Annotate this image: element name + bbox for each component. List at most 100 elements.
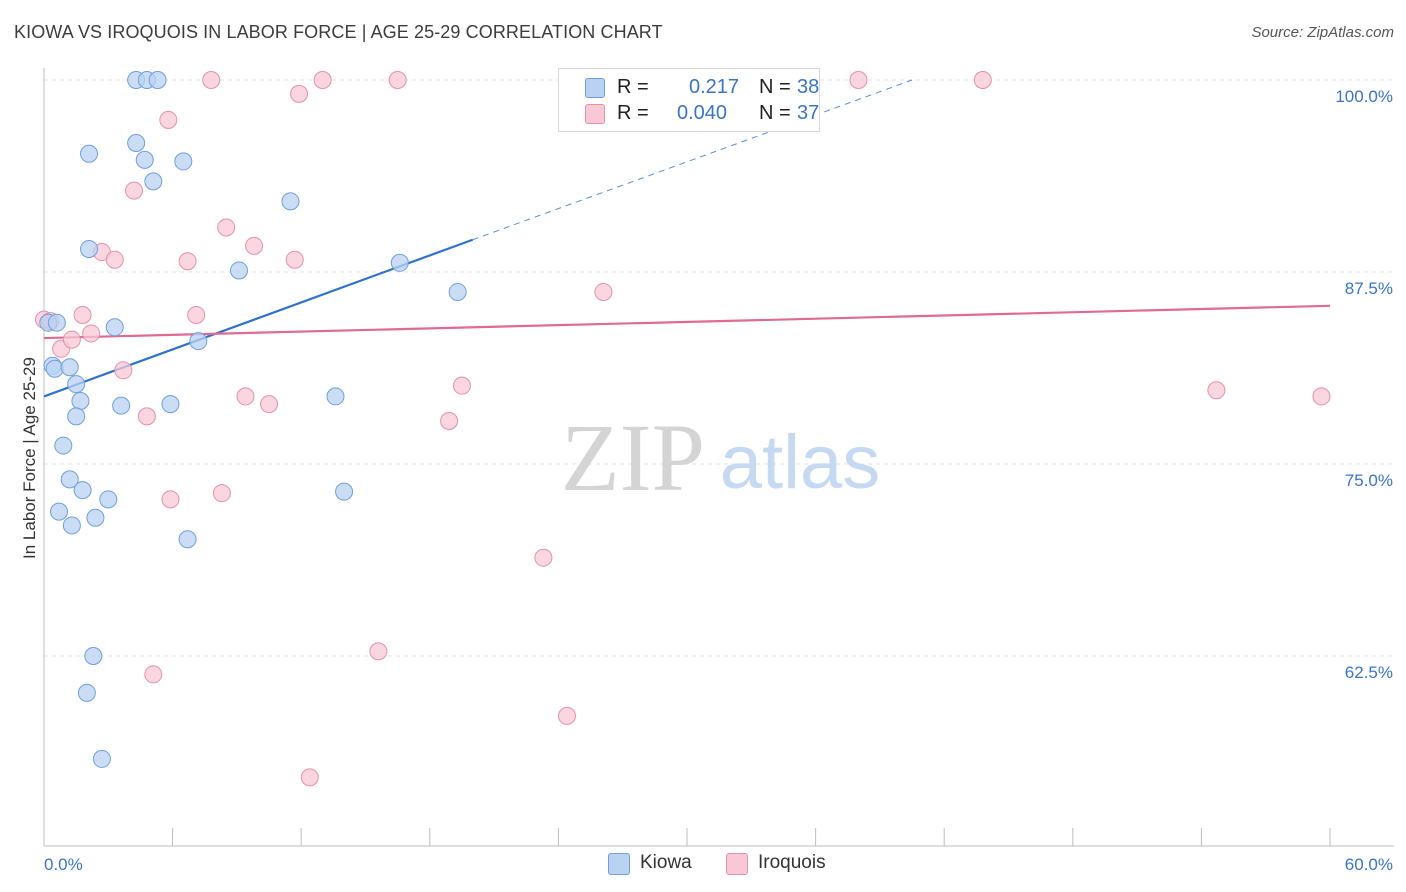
- iroquois-point: [217, 218, 236, 237]
- source-label: Source: ZipAtlas.com: [1251, 24, 1394, 41]
- iroquois-point: [73, 306, 92, 325]
- kiowa-point: [86, 508, 105, 527]
- iroquois-n-label: N =: [759, 102, 791, 124]
- kiowa-point: [148, 71, 167, 89]
- iroquois-point: [1207, 381, 1226, 400]
- iroquois-point: [290, 84, 309, 103]
- y-axis-title: In Labor Force | Age 25-29: [20, 357, 39, 559]
- kiowa-point: [174, 152, 193, 171]
- iroquois-point: [300, 768, 319, 787]
- watermark-atlas: atlas: [720, 420, 881, 505]
- iroquois-point: [125, 181, 144, 200]
- kiowa-legend-swatch: [608, 853, 630, 875]
- kiowa-point: [135, 150, 154, 169]
- kiowa-point: [335, 482, 354, 501]
- kiowa-n-label: N =: [759, 76, 791, 98]
- kiowa-point: [448, 282, 467, 301]
- gridlines: [44, 79, 1394, 657]
- iroquois-n-value: 37: [797, 102, 820, 124]
- kiowa-n-value: 38: [797, 76, 820, 98]
- iroquois-legend-label: Iroquois: [758, 852, 826, 873]
- axes: [43, 68, 1394, 847]
- kiowa-trend-extension: [472, 79, 913, 241]
- iroquois-point: [440, 411, 459, 430]
- iroquois-legend-swatch: [726, 853, 748, 875]
- kiowa-r-label: R =: [617, 76, 649, 98]
- y-tick-label: 87.5%: [1345, 279, 1393, 298]
- iroquois-point: [285, 250, 304, 269]
- kiowa-swatch: [585, 78, 605, 98]
- kiowa-point: [161, 395, 180, 414]
- kiowa-point: [84, 647, 103, 665]
- watermark-zip: ZIP: [561, 404, 705, 511]
- kiowa-point: [92, 749, 111, 768]
- iroquois-point: [159, 110, 178, 129]
- kiowa-point: [62, 516, 81, 535]
- chart-title: KIOWA VS IROQUOIS IN LABOR FORCE | AGE 2…: [14, 22, 663, 42]
- iroquois-point: [82, 324, 101, 343]
- iroquois-point: [557, 706, 576, 725]
- kiowa-point: [127, 133, 146, 152]
- iroquois-point: [260, 395, 279, 414]
- kiowa-point: [112, 396, 131, 415]
- kiowa-point: [60, 470, 79, 489]
- y-tick-label: 100.0%: [1335, 87, 1393, 106]
- iroquois-point: [369, 642, 388, 661]
- kiowa-point: [54, 436, 73, 455]
- kiowa-point: [178, 530, 197, 549]
- data-points: [35, 71, 1331, 787]
- kiowa-point: [99, 490, 118, 509]
- kiowa-legend-label: Kiowa: [640, 852, 692, 873]
- iroquois-trend-line: [43, 304, 1331, 340]
- x-tick-label: 60.0%: [1345, 855, 1393, 874]
- kiowa-point: [50, 502, 69, 521]
- kiowa-r-value: 0.217: [689, 76, 740, 98]
- x-tick-label: 0.0%: [44, 855, 83, 874]
- kiowa-point: [77, 683, 96, 702]
- y-tick-label: 75.0%: [1345, 471, 1393, 490]
- kiowa-point: [47, 313, 66, 332]
- iroquois-point: [137, 407, 156, 426]
- iroquois-r-label: R =: [617, 102, 649, 124]
- iroquois-point: [849, 71, 868, 89]
- iroquois-point: [114, 361, 133, 380]
- iroquois-point: [313, 71, 332, 89]
- kiowa-point: [144, 172, 163, 191]
- kiowa-point: [67, 407, 86, 426]
- iroquois-point: [178, 252, 197, 271]
- kiowa-point: [73, 481, 92, 500]
- iroquois-point: [388, 71, 407, 89]
- kiowa-point: [80, 144, 99, 163]
- kiowa-point: [67, 375, 86, 394]
- kiowa-point: [326, 387, 345, 406]
- kiowa-point: [189, 332, 208, 351]
- watermark: ZIP atlas: [561, 404, 880, 511]
- iroquois-point: [105, 250, 124, 269]
- iroquois-swatch: [585, 104, 605, 124]
- kiowa-point: [60, 358, 79, 377]
- kiowa-point: [105, 318, 124, 337]
- kiowa-point: [45, 359, 64, 378]
- kiowa-point: [71, 392, 90, 411]
- tick-labels: 100.0% 87.5% 75.0% 62.5% 0.0% 60.0%: [44, 87, 1393, 874]
- iroquois-point: [161, 490, 180, 509]
- kiowa-point: [230, 261, 249, 280]
- iroquois-point: [452, 376, 471, 395]
- stats-legend: R = 0.217 N = 38 R = 0.040 N = 37: [558, 68, 820, 132]
- kiowa-point: [390, 253, 409, 272]
- kiowa-point: [80, 239, 99, 258]
- iroquois-point: [212, 484, 231, 503]
- iroquois-point: [534, 548, 553, 567]
- iroquois-point: [973, 71, 992, 89]
- y-tick-label: 62.5%: [1345, 663, 1393, 682]
- iroquois-point: [236, 387, 255, 406]
- iroquois-point: [245, 236, 264, 255]
- iroquois-point: [202, 71, 221, 89]
- iroquois-point: [594, 282, 613, 301]
- iroquois-point: [62, 330, 81, 349]
- iroquois-point: [1312, 387, 1331, 406]
- iroquois-point: [187, 306, 206, 325]
- iroquois-r-value: 0.040: [677, 102, 728, 124]
- iroquois-point: [144, 665, 163, 684]
